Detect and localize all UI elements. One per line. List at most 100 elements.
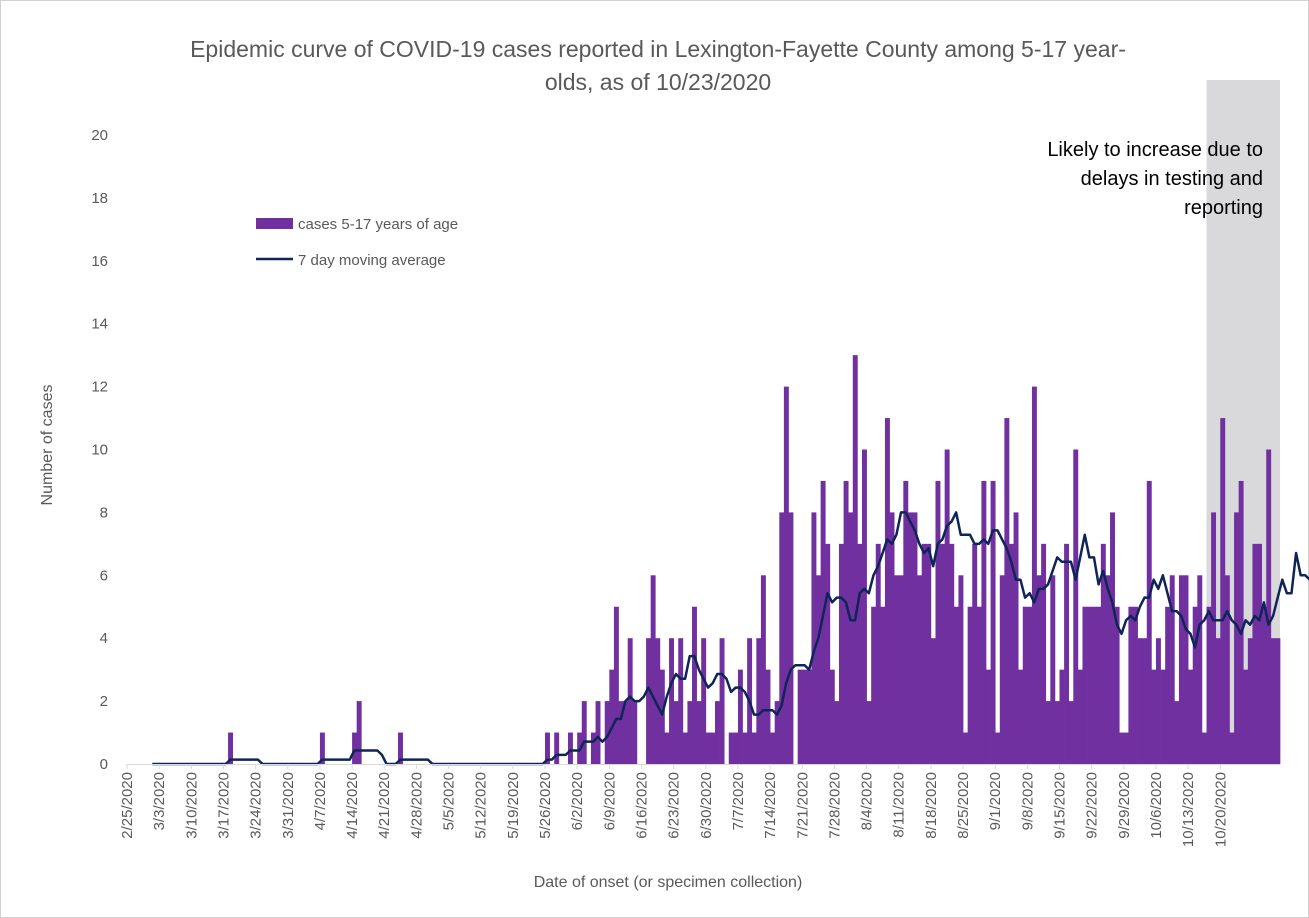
- y-tick-label: 18: [91, 190, 108, 207]
- legend-bar-label: cases 5-17 years of age: [298, 216, 458, 233]
- case-bar: [825, 543, 831, 764]
- case-bar: [664, 732, 670, 764]
- case-bar: [843, 480, 849, 764]
- case-bar: [884, 418, 890, 764]
- annotation-line-1: Likely to increase due to: [1047, 139, 1263, 161]
- case-bar: [1155, 638, 1161, 764]
- x-tick-label: 8/4/2020: [859, 772, 876, 830]
- case-bar: [829, 669, 835, 764]
- x-tick-label: 4/21/2020: [376, 772, 393, 839]
- case-bar: [1096, 606, 1102, 764]
- case-bar: [627, 638, 633, 764]
- case-bar: [875, 543, 881, 764]
- case-bar: [866, 701, 872, 764]
- case-bar: [760, 575, 766, 764]
- case-bar: [1206, 606, 1212, 764]
- case-bar: [1257, 543, 1262, 764]
- case-bar: [1031, 386, 1037, 764]
- case-bar: [940, 543, 946, 764]
- case-bar: [889, 512, 895, 764]
- case-bar: [737, 669, 743, 764]
- case-bar: [1169, 575, 1175, 764]
- case-bar: [1197, 575, 1203, 764]
- case-bar: [852, 355, 858, 764]
- case-bar: [1087, 606, 1093, 764]
- case-bar: [898, 575, 904, 764]
- case-bar: [788, 512, 794, 764]
- case-bar: [1119, 732, 1125, 764]
- case-bar: [783, 386, 789, 764]
- case-bar: [1178, 575, 1184, 764]
- case-bar: [806, 669, 812, 764]
- annotation-line-3: reporting: [1184, 197, 1263, 219]
- case-bar: [1123, 732, 1129, 764]
- x-tick-label: 3/31/2020: [280, 772, 297, 839]
- x-tick-label: 6/2/2020: [569, 772, 586, 830]
- case-bar: [907, 512, 913, 764]
- case-bar: [1068, 701, 1074, 764]
- case-bar: [1261, 606, 1267, 764]
- case-bar: [623, 701, 629, 764]
- x-axis-label: Date of onset (or specimen collection): [534, 874, 803, 891]
- case-bar: [554, 732, 560, 764]
- x-tick-label: 3/24/2020: [248, 772, 265, 839]
- y-axis-label: Number of cases: [39, 385, 56, 506]
- case-bar: [1234, 512, 1239, 764]
- case-bar: [733, 732, 739, 764]
- case-bar: [990, 480, 996, 764]
- x-tick-label: 6/16/2020: [633, 772, 650, 839]
- case-bar: [1114, 606, 1120, 764]
- case-bar: [319, 732, 325, 764]
- case-bar: [972, 543, 978, 764]
- x-tick-label: 4/28/2020: [408, 772, 425, 839]
- case-bar: [1050, 575, 1056, 764]
- case-bars: [228, 355, 1281, 764]
- x-tick-label: 2/25/2020: [119, 772, 136, 839]
- x-tick-label: 5/5/2020: [441, 772, 458, 830]
- case-bar: [1174, 701, 1180, 764]
- case-bar: [848, 512, 854, 764]
- case-bar: [935, 480, 941, 764]
- case-bar: [632, 701, 638, 764]
- case-bar: [811, 512, 817, 764]
- y-tick-label: 2: [100, 693, 108, 710]
- case-bar: [820, 480, 826, 764]
- case-bar: [1188, 669, 1194, 764]
- case-bar: [1215, 638, 1221, 764]
- chart-title-line-2: olds, as of 10/23/2020: [545, 69, 771, 95]
- x-tick-label: 7/28/2020: [826, 772, 843, 839]
- case-bar: [356, 701, 362, 764]
- case-bar: [678, 638, 684, 764]
- case-bar: [687, 701, 693, 764]
- case-bar: [1266, 449, 1272, 764]
- case-bar: [1211, 512, 1217, 764]
- case-bar: [751, 732, 757, 764]
- x-tick-label: 9/8/2020: [1019, 772, 1036, 830]
- case-bar: [894, 575, 900, 764]
- case-bar: [871, 606, 877, 764]
- y-tick-label: 8: [100, 504, 108, 521]
- case-bar: [1018, 669, 1024, 764]
- case-bar: [650, 575, 656, 764]
- x-tick-label: 5/26/2020: [537, 772, 554, 839]
- y-tick-label: 10: [91, 442, 108, 459]
- case-bar: [1252, 543, 1258, 764]
- case-bar: [1142, 638, 1148, 764]
- case-bar: [981, 480, 987, 764]
- case-bar: [710, 732, 716, 764]
- x-tick-label: 9/22/2020: [1084, 772, 1101, 839]
- legend-line-label: 7 day moving average: [298, 252, 446, 269]
- case-bar: [1160, 669, 1166, 764]
- y-tick-label: 16: [91, 253, 108, 270]
- chart-title-line-1: Epidemic curve of COVID-19 cases reporte…: [190, 36, 1126, 62]
- x-tick-label: 10/13/2020: [1180, 772, 1197, 847]
- case-bar: [613, 606, 619, 764]
- x-tick-label: 7/14/2020: [762, 772, 779, 839]
- case-bar: [995, 732, 1001, 764]
- x-tick-label: 9/1/2020: [987, 772, 1004, 830]
- case-bar: [839, 543, 844, 764]
- legend: cases 5-17 years of age 7 day moving ave…: [256, 216, 458, 269]
- y-tick-label: 4: [100, 630, 108, 647]
- x-tick-label: 6/9/2020: [601, 772, 618, 830]
- x-tick-label: 3/3/2020: [151, 772, 168, 830]
